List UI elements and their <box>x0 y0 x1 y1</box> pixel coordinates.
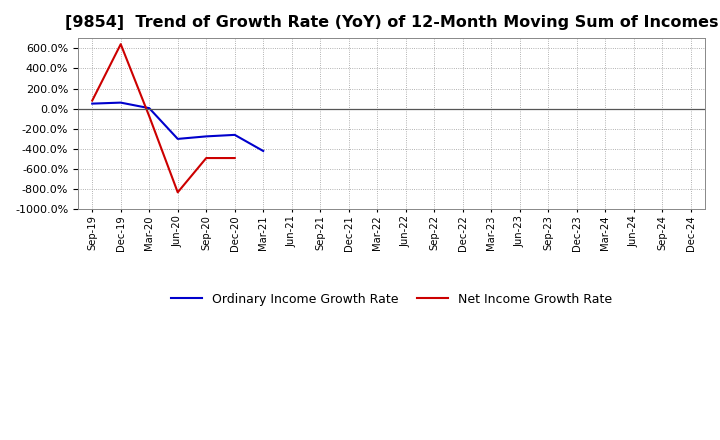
Title: [9854]  Trend of Growth Rate (YoY) of 12-Month Moving Sum of Incomes: [9854] Trend of Growth Rate (YoY) of 12-… <box>65 15 719 30</box>
Ordinary Income Growth Rate <box>202 134 210 139</box>
Line: Ordinary Income Growth Rate: Ordinary Income Growth Rate <box>92 103 264 151</box>
Ordinary Income Growth Rate <box>145 106 153 111</box>
Net Income Growth Rate <box>117 41 125 47</box>
Ordinary Income Growth Rate <box>88 101 96 106</box>
Net Income Growth Rate <box>88 98 96 103</box>
Net Income Growth Rate <box>174 190 182 195</box>
Net Income Growth Rate <box>230 155 239 161</box>
Net Income Growth Rate <box>202 155 210 161</box>
Ordinary Income Growth Rate <box>230 132 239 138</box>
Net Income Growth Rate <box>145 114 153 119</box>
Ordinary Income Growth Rate <box>117 100 125 105</box>
Ordinary Income Growth Rate <box>174 136 182 142</box>
Ordinary Income Growth Rate <box>259 148 268 154</box>
Line: Net Income Growth Rate: Net Income Growth Rate <box>92 44 235 192</box>
Legend: Ordinary Income Growth Rate, Net Income Growth Rate: Ordinary Income Growth Rate, Net Income … <box>166 288 618 311</box>
